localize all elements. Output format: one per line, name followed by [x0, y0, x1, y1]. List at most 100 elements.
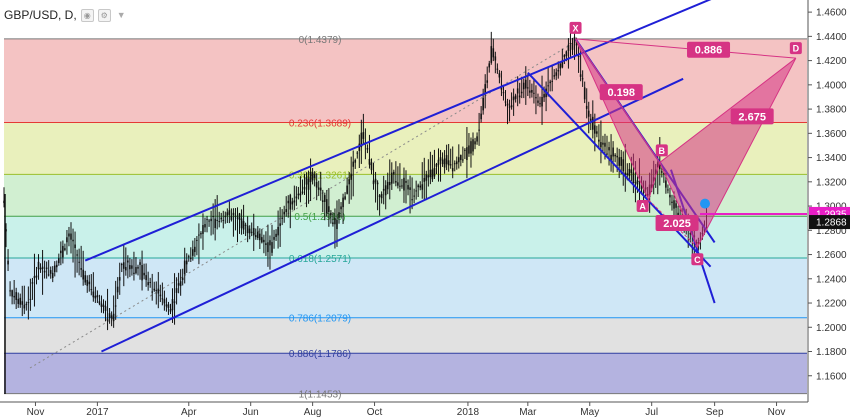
x-tick-label-8: May	[580, 407, 599, 418]
candle-body-118	[242, 221, 245, 230]
candle-body-72	[149, 281, 151, 283]
candle-body-294	[600, 142, 602, 148]
ratio-box-3	[655, 215, 699, 232]
candle-body-162	[332, 222, 334, 225]
candle-body-26	[55, 264, 58, 268]
candle-body-265	[541, 96, 543, 107]
candle-body-126	[259, 233, 261, 241]
y-tick-label-1: 1.4400	[816, 32, 847, 43]
candle-body-198	[405, 180, 407, 183]
candle-body-190	[388, 181, 391, 186]
price-tag-label-0: 1.2935	[816, 209, 847, 220]
symbol-label[interactable]: GBP/USD, D,	[4, 8, 77, 22]
candle-body-312	[636, 180, 639, 185]
candle-body-259	[529, 90, 531, 93]
candle-body-180	[368, 158, 371, 165]
candle-body-8	[19, 297, 22, 305]
pattern-point-box-X	[569, 21, 582, 34]
candle-body-0	[3, 200, 5, 204]
candle-body-327	[667, 189, 669, 191]
candle-body-204	[417, 185, 419, 188]
candle-body-16	[35, 275, 38, 278]
candle-body-309	[630, 169, 633, 173]
candle-body-175	[358, 143, 361, 151]
candle-body-160	[328, 206, 330, 213]
candle-body-216	[441, 159, 444, 165]
candle-body-86	[177, 283, 180, 286]
fib-band-5	[4, 317, 807, 354]
candle-body-157	[321, 200, 324, 203]
candle-body-250	[510, 105, 513, 108]
candle-body-289	[589, 118, 592, 121]
candle-body-326	[665, 180, 667, 188]
candle-body-131	[269, 240, 271, 246]
settings-icon[interactable]: ⚙	[97, 8, 111, 22]
candle-body-221	[451, 168, 454, 172]
candle-body-202	[413, 195, 415, 197]
candle-body-290	[591, 116, 594, 130]
candle-body-82	[169, 308, 172, 312]
candle-body-286	[583, 87, 586, 100]
candle-body-244	[498, 73, 501, 78]
candle-body-133	[273, 236, 275, 240]
candle-body-10	[23, 304, 26, 309]
candle-body-47	[98, 301, 101, 304]
candle-body-114	[234, 215, 237, 218]
x-tick-label-3: Jun	[243, 407, 259, 418]
candle-body-147	[301, 191, 304, 194]
harmonic-ac-line	[648, 199, 698, 248]
candle-body-1	[5, 229, 7, 232]
candle-body-103	[212, 215, 214, 217]
eye-icon[interactable]: ◉	[80, 8, 94, 22]
chevron-down-icon[interactable]: ▼	[116, 10, 126, 20]
candle-body-330	[673, 200, 675, 209]
y-tick-label-3: 1.4000	[816, 80, 847, 91]
candle-body-165	[338, 212, 340, 218]
candle-body-93	[192, 249, 194, 256]
y-tick-label-0: 1.4600	[816, 8, 847, 19]
x-tick-label-5: Oct	[367, 407, 383, 418]
candle-body-206	[421, 184, 424, 190]
candle-body-104	[214, 218, 216, 229]
candle-body-67	[139, 262, 141, 265]
fib-band-0	[4, 38, 807, 123]
candle-body-280	[571, 43, 574, 50]
candle-body-274	[559, 63, 562, 69]
candle-body-77	[159, 294, 162, 297]
candle-body-60	[125, 266, 127, 271]
candle-body-266	[543, 94, 545, 98]
candle-body-192	[393, 171, 395, 175]
candle-body-15	[33, 276, 36, 279]
candle-body-110	[226, 212, 229, 216]
candle-body-94	[194, 246, 196, 253]
candle-body-195	[399, 185, 401, 187]
candle-body-285	[581, 78, 584, 80]
candle-body-90	[185, 260, 188, 265]
candle-body-140	[287, 200, 290, 204]
candle-body-31	[66, 237, 68, 243]
candle-body-127	[261, 237, 263, 243]
candle-body-108	[222, 219, 225, 221]
candle-body-83	[171, 299, 174, 311]
candle-body-300	[612, 147, 614, 157]
candle-body-96	[198, 234, 200, 236]
candle-body-268	[547, 85, 549, 87]
candle-body-53	[110, 315, 113, 319]
candle-body-287	[585, 105, 588, 109]
candle-body-241	[492, 48, 495, 58]
fib-label-6: 0.886(1.1786)	[289, 349, 351, 360]
x-tick-label-1: 2017	[86, 407, 109, 418]
candle-body-277	[565, 51, 568, 56]
candle-body-185	[378, 195, 381, 198]
candle-body-37	[78, 261, 80, 263]
candle-body-19	[41, 266, 44, 269]
x-tick-label-10: Sep	[706, 407, 724, 418]
candle-body-49	[102, 304, 105, 307]
candle-body-331	[675, 203, 677, 208]
fib-label-1: 0.236(1.3689)	[289, 119, 351, 130]
fib-label-3: 0.5(1.2916)	[294, 212, 345, 223]
candle-body-99	[204, 224, 206, 228]
candle-body-84	[173, 301, 176, 303]
y-tick-label-6: 1.3400	[816, 153, 847, 164]
